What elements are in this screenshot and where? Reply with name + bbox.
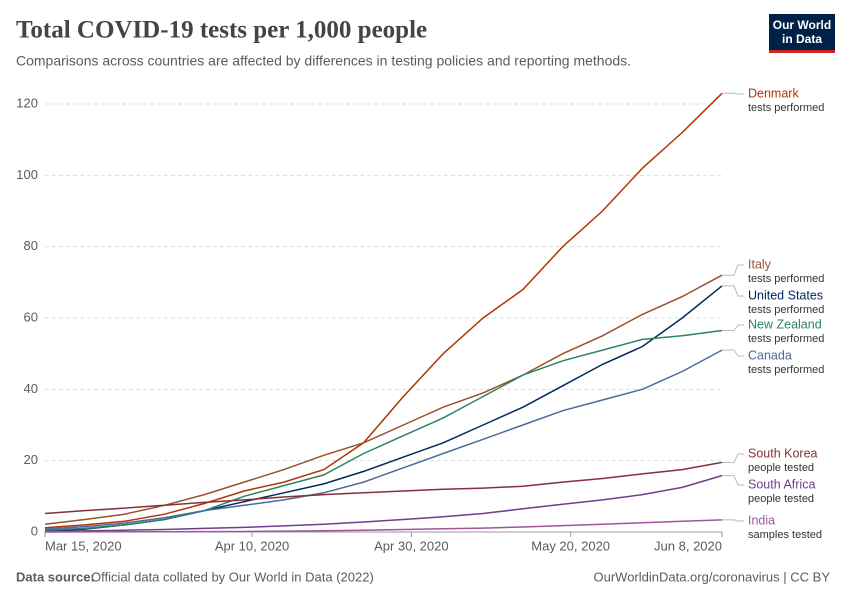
- legend-unit: tests performed: [748, 304, 824, 316]
- series-line: [44, 92, 723, 529]
- legend-connector: [722, 453, 744, 463]
- legend-name: United States: [748, 288, 823, 302]
- legend-unit: tests performed: [748, 273, 824, 285]
- chart-subtitle: Comparisons across countries are affecte…: [16, 53, 631, 69]
- series-line: [44, 461, 723, 515]
- legend-name: New Zealand: [748, 317, 822, 331]
- legend-connector: [722, 285, 744, 297]
- legend-unit: tests performed: [748, 333, 824, 345]
- source-text: Official data collated by Our World in D…: [91, 569, 374, 584]
- legend-connector: [722, 324, 744, 331]
- y-tick-label: 60: [24, 309, 38, 324]
- legend-unit: samples tested: [748, 529, 822, 541]
- x-tick-label: Apr 30, 2020: [374, 538, 448, 553]
- legend-unit: tests performed: [748, 364, 824, 376]
- y-tick-label: 20: [24, 452, 38, 467]
- y-tick-label: 0: [31, 523, 38, 538]
- legend-unit: people tested: [748, 493, 814, 505]
- x-tick-label: Apr 10, 2020: [215, 538, 289, 553]
- legend-name: Italy: [748, 257, 772, 271]
- legend-name: South Korea: [748, 446, 818, 460]
- legend-name: Denmark: [748, 86, 799, 100]
- series-line: [44, 329, 723, 531]
- legend-connector: [722, 349, 744, 357]
- legend-name: India: [748, 513, 775, 527]
- logo-text: Our World: [773, 18, 831, 32]
- logo-text: in Data: [782, 32, 822, 46]
- legend-connector: [722, 519, 744, 522]
- y-tick-label: 120: [16, 95, 38, 110]
- legend-connector: [722, 92, 744, 95]
- y-tick-label: 40: [24, 381, 38, 396]
- x-tick-label: Jun 8, 2020: [654, 538, 722, 553]
- y-tick-label: 80: [24, 238, 38, 253]
- legend-unit: people tested: [748, 462, 814, 474]
- logo-bar: [769, 50, 835, 53]
- chart-title: Total COVID-19 tests per 1,000 people: [16, 17, 427, 44]
- series-line: [44, 274, 723, 525]
- legend-connector: [722, 264, 744, 276]
- legend-name: South Africa: [748, 477, 815, 491]
- footer-link: OurWorldinData.org/coronavirus | CC BY: [593, 569, 830, 584]
- legend-name: Canada: [748, 348, 792, 362]
- x-tick-label: May 20, 2020: [531, 538, 610, 553]
- source-label: Data source:: [16, 569, 95, 584]
- legend-unit: tests performed: [748, 102, 824, 114]
- series-line: [44, 349, 723, 530]
- logo: Our World in Data: [769, 14, 835, 53]
- series-line: [44, 474, 723, 533]
- legend-connector: [722, 475, 744, 486]
- series-line: [44, 285, 723, 533]
- y-tick-label: 100: [16, 167, 38, 182]
- x-tick-label: Mar 15, 2020: [45, 538, 122, 553]
- logo-box: [769, 14, 835, 52]
- series-line: [44, 519, 723, 533]
